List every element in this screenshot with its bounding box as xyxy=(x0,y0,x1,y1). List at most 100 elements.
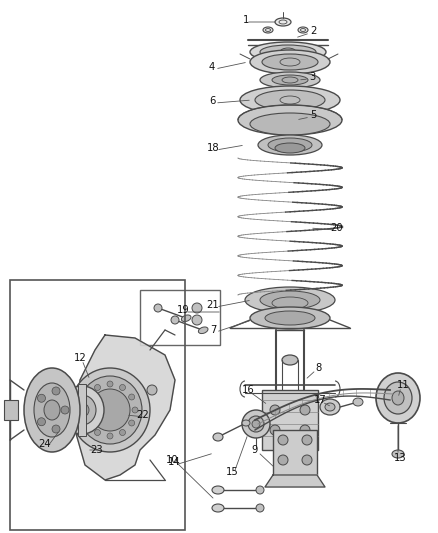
Ellipse shape xyxy=(52,387,60,395)
Text: 23: 23 xyxy=(91,445,103,455)
Ellipse shape xyxy=(265,311,315,325)
Text: 4: 4 xyxy=(209,62,215,72)
Ellipse shape xyxy=(38,394,46,402)
Bar xyxy=(78,384,86,436)
Ellipse shape xyxy=(78,376,142,444)
Text: 13: 13 xyxy=(394,453,406,463)
Text: 2: 2 xyxy=(310,26,316,36)
Ellipse shape xyxy=(263,27,273,33)
Ellipse shape xyxy=(376,373,420,423)
Ellipse shape xyxy=(325,403,335,411)
Ellipse shape xyxy=(270,425,280,435)
Bar xyxy=(273,430,317,475)
Ellipse shape xyxy=(250,42,326,62)
Text: 5: 5 xyxy=(310,110,316,120)
Text: 19: 19 xyxy=(177,305,189,315)
Ellipse shape xyxy=(85,420,92,426)
Ellipse shape xyxy=(250,113,330,135)
Ellipse shape xyxy=(75,403,89,417)
Text: 6: 6 xyxy=(209,96,215,106)
Ellipse shape xyxy=(255,90,325,110)
Ellipse shape xyxy=(242,410,270,438)
Ellipse shape xyxy=(392,391,404,405)
Ellipse shape xyxy=(302,435,312,445)
Text: 11: 11 xyxy=(397,380,410,390)
Ellipse shape xyxy=(212,504,224,512)
Ellipse shape xyxy=(384,382,412,414)
Ellipse shape xyxy=(198,327,208,334)
Ellipse shape xyxy=(61,406,69,414)
Ellipse shape xyxy=(120,430,126,435)
Text: 16: 16 xyxy=(242,385,254,395)
Text: 8: 8 xyxy=(315,363,321,373)
Ellipse shape xyxy=(275,18,291,26)
Ellipse shape xyxy=(85,394,92,400)
Ellipse shape xyxy=(242,420,250,426)
Ellipse shape xyxy=(268,138,312,152)
Polygon shape xyxy=(265,475,325,487)
Text: 14: 14 xyxy=(168,457,180,467)
Bar xyxy=(10,280,185,530)
Ellipse shape xyxy=(213,433,223,441)
Ellipse shape xyxy=(302,455,312,465)
Ellipse shape xyxy=(107,381,113,387)
Ellipse shape xyxy=(52,425,60,433)
Ellipse shape xyxy=(256,504,264,512)
Ellipse shape xyxy=(129,394,134,400)
Ellipse shape xyxy=(60,386,104,434)
Ellipse shape xyxy=(300,405,310,415)
Text: 21: 21 xyxy=(207,300,219,310)
Ellipse shape xyxy=(392,450,404,458)
Ellipse shape xyxy=(258,135,322,155)
Polygon shape xyxy=(75,335,175,480)
Ellipse shape xyxy=(252,420,260,428)
Ellipse shape xyxy=(260,45,316,59)
Text: 18: 18 xyxy=(207,143,219,153)
Ellipse shape xyxy=(248,416,264,432)
Text: 20: 20 xyxy=(331,223,343,233)
Text: 9: 9 xyxy=(252,445,258,455)
Ellipse shape xyxy=(260,72,320,88)
Ellipse shape xyxy=(192,303,202,313)
Ellipse shape xyxy=(272,75,308,85)
Text: 22: 22 xyxy=(137,410,149,420)
Ellipse shape xyxy=(262,54,318,70)
Ellipse shape xyxy=(132,407,138,413)
Text: 10: 10 xyxy=(166,455,178,465)
Ellipse shape xyxy=(212,486,224,494)
Ellipse shape xyxy=(238,105,342,135)
Ellipse shape xyxy=(192,315,202,325)
Ellipse shape xyxy=(278,435,288,445)
Ellipse shape xyxy=(68,395,96,425)
Ellipse shape xyxy=(129,420,134,426)
Ellipse shape xyxy=(282,355,298,365)
Ellipse shape xyxy=(34,383,70,437)
Text: 1: 1 xyxy=(243,15,249,25)
Text: 17: 17 xyxy=(314,395,326,405)
Ellipse shape xyxy=(270,405,280,415)
Ellipse shape xyxy=(70,368,150,452)
Ellipse shape xyxy=(320,399,340,415)
Ellipse shape xyxy=(95,384,100,391)
Text: 7: 7 xyxy=(210,325,216,335)
Ellipse shape xyxy=(298,27,308,33)
Ellipse shape xyxy=(38,418,46,426)
Ellipse shape xyxy=(95,430,100,435)
Ellipse shape xyxy=(24,368,80,452)
Bar xyxy=(4,400,18,420)
Ellipse shape xyxy=(154,304,162,312)
Ellipse shape xyxy=(44,400,60,420)
Text: 15: 15 xyxy=(226,467,238,477)
Ellipse shape xyxy=(147,385,157,395)
Ellipse shape xyxy=(250,50,330,74)
Ellipse shape xyxy=(256,486,264,494)
Bar xyxy=(140,290,220,345)
Ellipse shape xyxy=(90,389,130,431)
Ellipse shape xyxy=(278,455,288,465)
Ellipse shape xyxy=(171,316,179,324)
Ellipse shape xyxy=(240,86,340,114)
Ellipse shape xyxy=(300,425,310,435)
Ellipse shape xyxy=(250,307,330,329)
Ellipse shape xyxy=(82,407,88,413)
Ellipse shape xyxy=(260,291,320,309)
